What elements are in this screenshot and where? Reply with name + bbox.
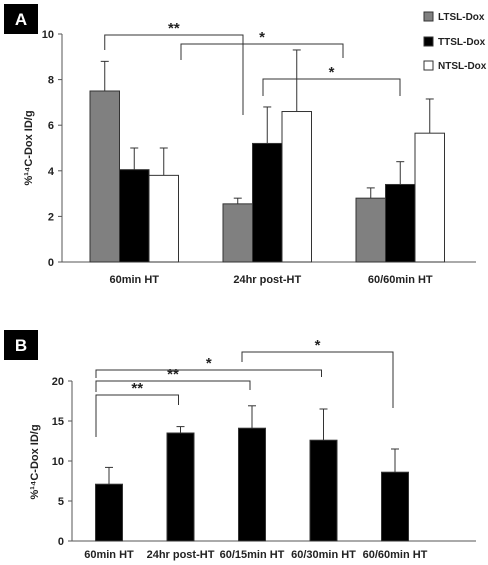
panel-a-legend-swatch	[423, 11, 434, 22]
panel-b-significance-3-label: *	[315, 337, 321, 354]
panel-a-bar	[414, 132, 445, 263]
panel-b-y-tick-label: 10	[52, 456, 64, 468]
panel-b-bars	[95, 427, 409, 542]
panel-a-legend-label: NTSL-Dox	[438, 61, 487, 72]
panel-a-significance-0-bracket	[104, 34, 244, 115]
panel-a-y-tick-label: 2	[48, 211, 54, 223]
panel-b-error-bars	[105, 405, 399, 485]
panel-b-significance-0-label: **	[131, 380, 143, 397]
panel-b-y-axis-label: %¹⁴C-Dox ID/g	[29, 424, 41, 499]
panel-a-bar	[222, 203, 253, 263]
panel-b-x-tick-label: 24hr post-HT	[147, 549, 215, 561]
panel-a-legend: LTSL-Dox TTSL-Dox NTSL-Dox	[423, 11, 487, 72]
panel-b-significance-1-bracket	[95, 380, 251, 392]
panel-a-significance-1-label: *	[259, 29, 265, 46]
panel-a-bar	[385, 183, 416, 263]
panel-b-bar	[238, 427, 266, 542]
panel-b-significance-0-bracket	[95, 394, 179, 437]
panel-a-y-tick-label: 10	[42, 29, 54, 41]
panel-b-badge	[4, 330, 38, 360]
panel-a-significance: ****	[104, 20, 401, 115]
panel-a-y-axis-label: %¹⁴C-Dox ID/g	[23, 110, 35, 185]
panel-a-y-tick-label: 6	[48, 120, 54, 132]
panel-a-bar	[148, 174, 179, 263]
panel-b-y-tick-label: 20	[52, 376, 64, 388]
panel-a-x-tick-label: 24hr post-HT	[233, 274, 301, 286]
panel-a-significance-2-label: *	[329, 64, 335, 81]
panel-b-y-tick-label: 15	[52, 416, 64, 428]
panel-a-bar	[119, 169, 150, 263]
panel-a-significance-2-bracket	[262, 78, 401, 96]
panel-b-bar	[309, 439, 338, 542]
panel-a-y-tick-label: 0	[48, 257, 54, 269]
panel-b-bar	[95, 483, 123, 542]
panel-a-y-tick-label: 8	[48, 75, 54, 87]
panel-b-axes	[68, 380, 476, 542]
panel-a-significance-0-label: **	[168, 20, 180, 37]
panel-b-y-tick-label: 0	[58, 536, 64, 548]
panel-a-x-tick-label: 60min HT	[109, 274, 159, 286]
panel-a-bar	[281, 111, 312, 263]
panel-a-bar	[252, 142, 283, 263]
panel-a-ticks: 0 2 4 6 8 10 60min HT 24hr post-HT 60/60min HT	[42, 29, 433, 286]
panel-a-error-bars	[100, 49, 434, 204]
panel-b-significance-2-label: *	[206, 355, 212, 372]
panel-a-legend-swatch	[423, 36, 434, 47]
panel-b-significance: ******	[95, 337, 394, 437]
panel-a-bars	[89, 90, 445, 263]
panel-b-letter: B	[15, 336, 27, 355]
panel-b-x-tick-label: 60/15min HT	[220, 549, 285, 561]
panel-b-x-tick-label: 60/60min HT	[363, 549, 428, 561]
panel-b-y-tick-label: 5	[58, 496, 64, 508]
panel-b-bar	[381, 471, 409, 542]
panel-b-x-tick-label: 60/30min HT	[291, 549, 356, 561]
panel-b-x-tick-label: 60min HT	[84, 549, 134, 561]
panel-a-legend-swatch	[423, 60, 434, 71]
panel-a-legend-label: TTSL-Dox	[438, 37, 486, 48]
panel-a-x-tick-label: 60/60min HT	[368, 274, 433, 286]
panel-b-bar	[166, 432, 195, 542]
panel-a-badge	[4, 4, 38, 34]
panel-a-bar	[89, 90, 120, 263]
panel-b-ticks: 0 5 10 15 20 60min HT 24hr post-HT 60/15min HT 6…	[52, 376, 428, 561]
panel-a-letter: A	[15, 10, 27, 29]
panel-b-significance-3-bracket	[241, 351, 394, 408]
panel-b-significance-1-label: **	[167, 366, 179, 383]
panel-a-bar	[355, 197, 386, 263]
panel-a-significance-1-bracket	[180, 43, 344, 60]
panel-a-legend-label: LTSL-Dox	[438, 12, 485, 23]
panel-a-y-tick-label: 4	[48, 166, 55, 178]
panel-b-significance-2-bracket	[95, 369, 322, 378]
